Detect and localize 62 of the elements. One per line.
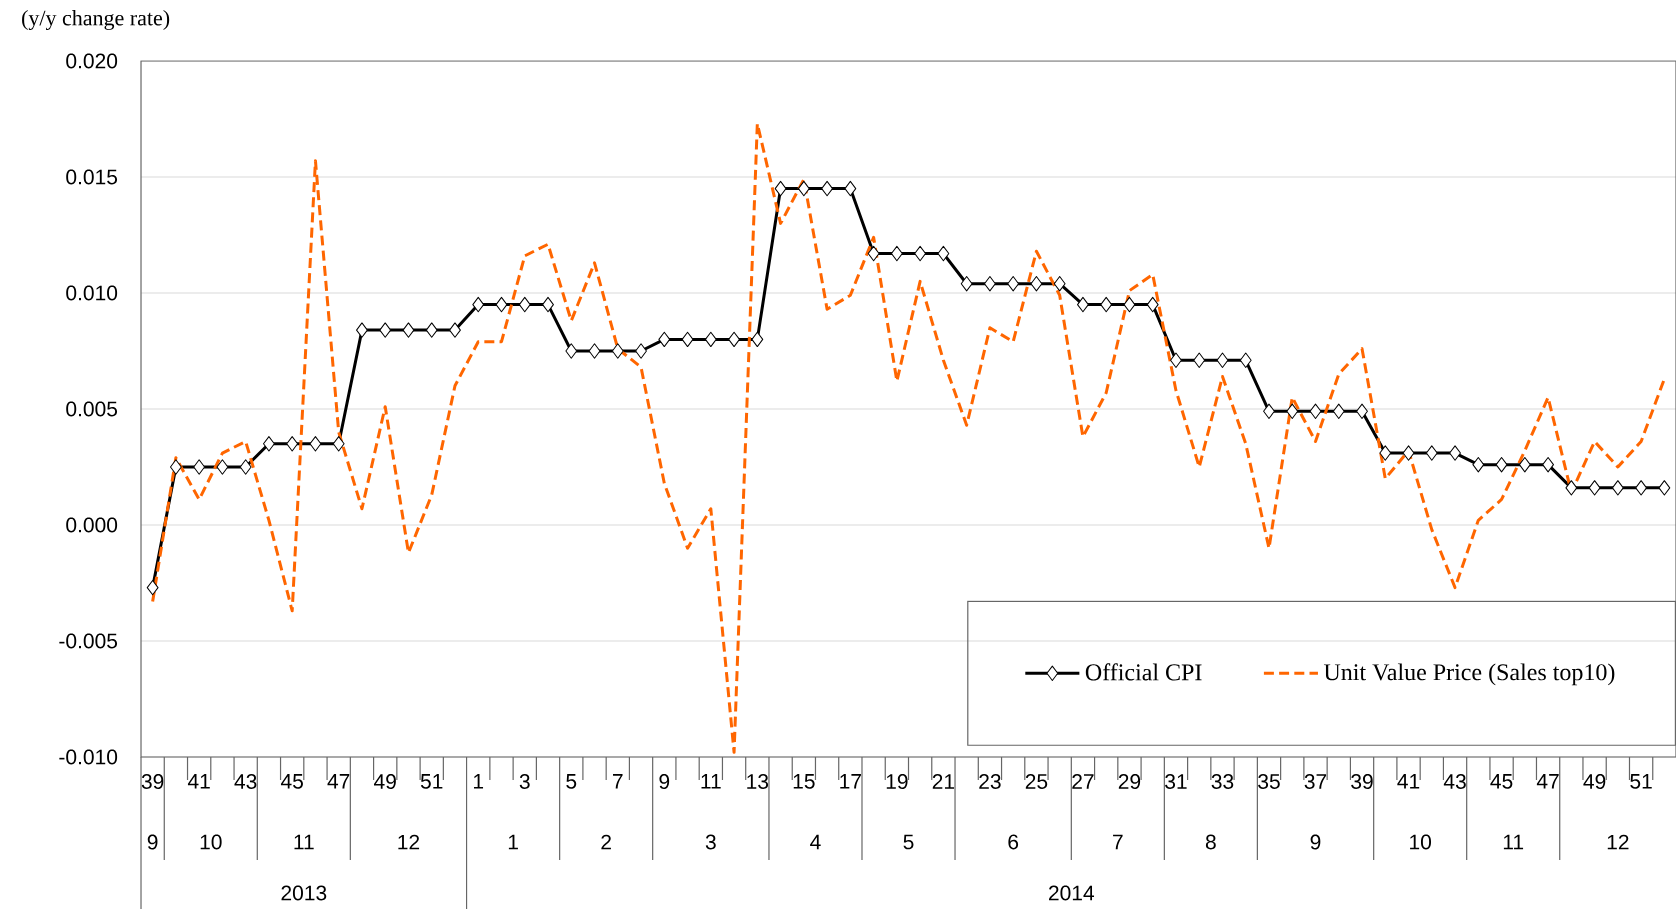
x-tick-label: 35 — [1258, 774, 1280, 789]
text: 3 — [705, 834, 716, 850]
x-tick-label: 27 — [1072, 774, 1094, 789]
x-tick-label: 23 — [979, 774, 1001, 789]
x-tick-label: 11 — [701, 774, 721, 789]
x-tick-label: 25 — [1025, 774, 1048, 789]
x-tick-label: 43 — [234, 774, 257, 789]
text: 10 — [1410, 834, 1432, 850]
x-tick-label: 45 — [1490, 774, 1513, 789]
y-tick-label: 0.000 — [66, 517, 118, 533]
x-tick-label: 17 — [840, 774, 861, 789]
text: 9 — [147, 834, 158, 850]
text: 11 — [294, 834, 314, 850]
text: 12 — [398, 834, 420, 850]
text: 2013 — [281, 885, 327, 901]
x-tick-label: 47 — [327, 774, 350, 789]
x-tick-label: 43 — [1443, 774, 1466, 789]
x-tick-label: 21 — [932, 774, 955, 789]
text: 4 — [810, 834, 821, 850]
text: 6 — [1008, 834, 1019, 850]
y-tick-label: -0.010 — [59, 749, 118, 765]
y-tick-label: 0.005 — [66, 401, 118, 417]
y-tick-label: 0.020 — [66, 53, 118, 69]
x-tick-label: 5 — [566, 774, 577, 789]
legend-label: Unit Value Price (Sales top10) — [1323, 663, 1615, 686]
text: 9 — [1310, 834, 1321, 850]
x-tick-label: 49 — [1583, 774, 1606, 789]
text: 11 — [1503, 834, 1524, 850]
text: 10 — [200, 834, 222, 850]
y-tick-label: 0.015 — [66, 169, 118, 185]
x-tick-label: 51 — [1630, 774, 1652, 789]
text: 8 — [1205, 834, 1216, 850]
x-tick-label: 31 — [1165, 774, 1187, 789]
text: 1 — [508, 834, 518, 850]
x-tick-label: 29 — [1118, 774, 1141, 789]
x-tick-label: 51 — [420, 774, 443, 789]
x-tick-label: 33 — [1211, 774, 1234, 789]
x-tick-label: 13 — [747, 774, 769, 789]
x-tick-label: 1 — [474, 774, 484, 789]
x-tick-label: 47 — [1536, 774, 1559, 789]
x-tick-label: 19 — [886, 774, 908, 789]
x-tick-label: 7 — [613, 774, 623, 789]
x-tick-label: 39 — [141, 774, 164, 789]
x-tick-label: 49 — [374, 774, 396, 789]
x-tick-label: 37 — [1304, 774, 1327, 789]
x-tick-label: 3 — [519, 774, 530, 789]
x-tick-label: 41 — [1397, 774, 1420, 789]
x-tick-label: 15 — [793, 774, 815, 789]
text: 2014 — [1049, 885, 1095, 901]
y-tick-label: 0.010 — [66, 285, 118, 301]
text: 2 — [601, 834, 611, 850]
x-tick-label: 9 — [659, 774, 670, 789]
text: 12 — [1607, 834, 1629, 850]
line-series — [151, 122, 1666, 754]
legend-label: Official CPI — [1085, 663, 1202, 681]
y-tick-label: -0.005 — [59, 633, 118, 649]
x-tick-label: 41 — [187, 774, 210, 789]
text: 7 — [1113, 834, 1123, 850]
x-tick-label: 39 — [1351, 774, 1373, 789]
x-tick-label: 45 — [280, 774, 303, 789]
text: 5 — [903, 834, 914, 850]
y-axis-title: (y/y change rate) — [22, 10, 170, 30]
